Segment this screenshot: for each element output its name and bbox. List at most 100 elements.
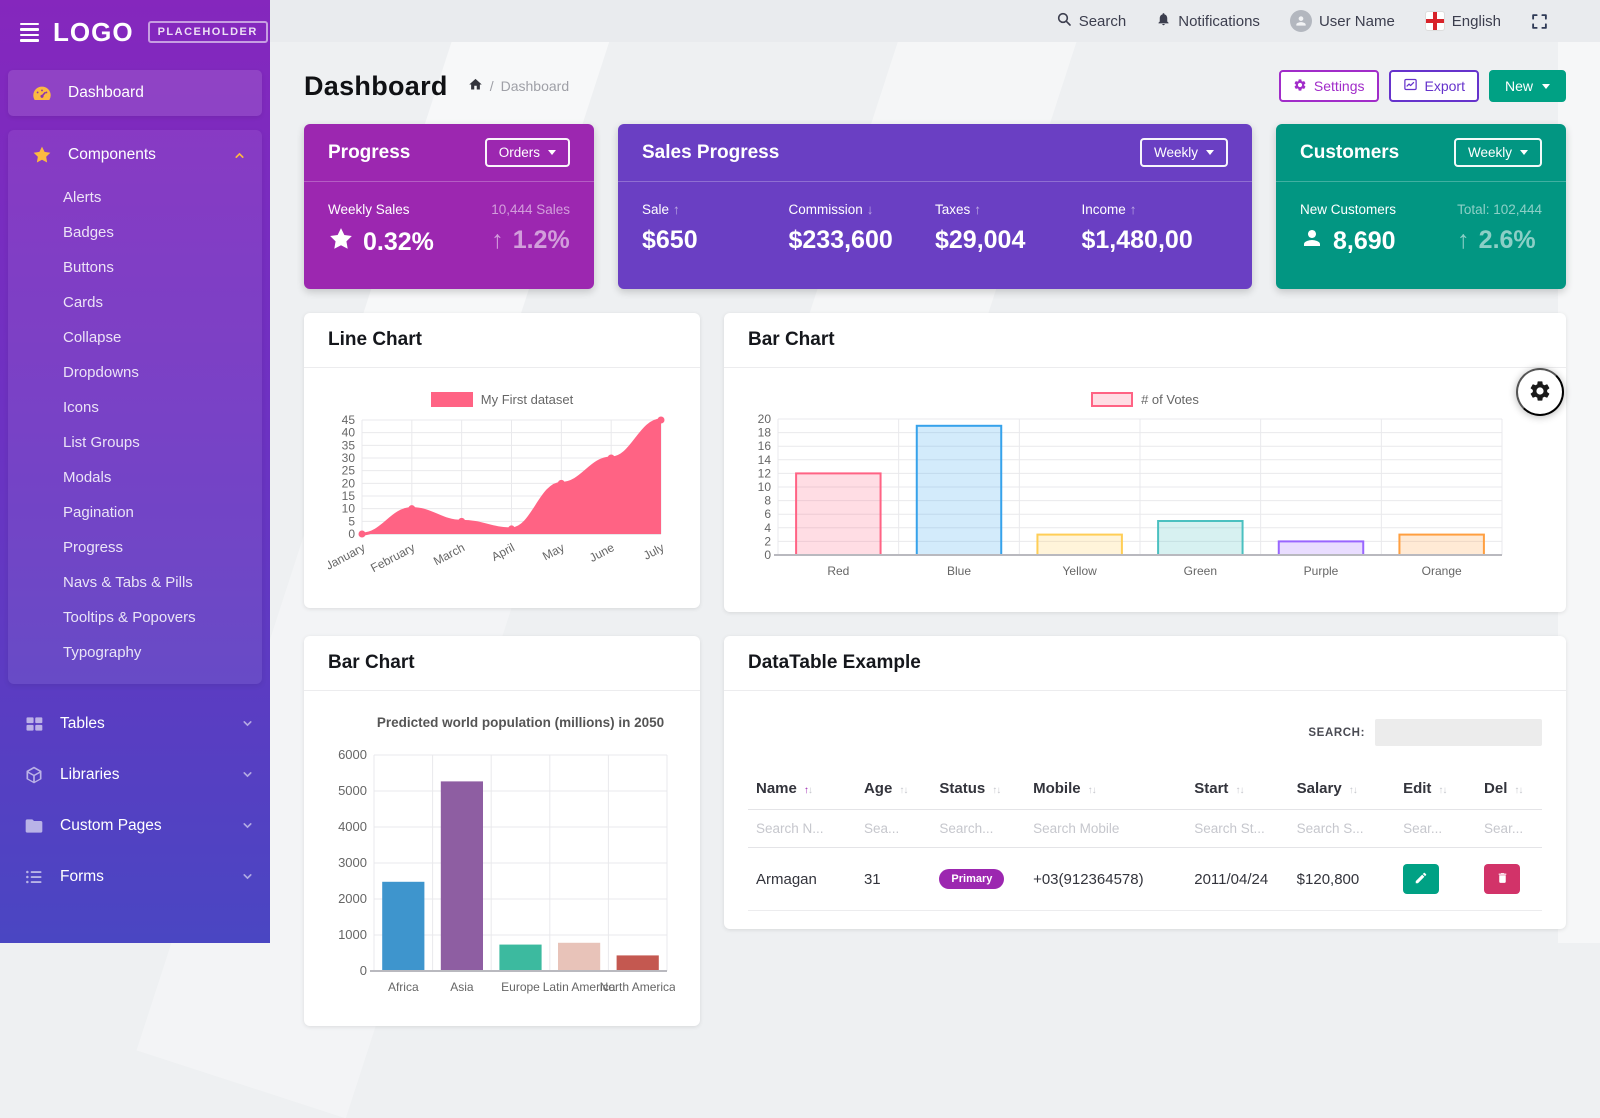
sidebar-item-collapse[interactable]: Collapse <box>63 329 122 346</box>
filter-input-del[interactable] <box>1484 821 1534 836</box>
table-row[interactable]: Armagan 31 Primary +03(912364578) 2011/0… <box>748 847 1542 911</box>
column-header-status[interactable]: Status ↑↓ <box>931 768 1026 810</box>
topbar-language-label: English <box>1451 12 1501 30</box>
sidebar-item-label: Components <box>68 146 156 163</box>
sidebar: LOGO PLACEHOLDER Dashboard Components Al… <box>0 0 270 943</box>
datatable: Name ↑↓ Age ↑↓ Status ↑↓ Mobile ↑↓ Start ↑↓ Salary… <box>748 768 1542 911</box>
svg-text:0: 0 <box>360 963 367 978</box>
head-buttons: Settings Export New <box>1278 70 1566 102</box>
column-header-del[interactable]: Del ↑↓ <box>1476 768 1542 810</box>
topbar-notifications-label: Notifications <box>1178 12 1260 30</box>
svg-text:4: 4 <box>764 521 771 535</box>
svg-text:2: 2 <box>764 534 771 548</box>
topbar-notifications[interactable]: Notifications <box>1156 11 1260 31</box>
table-search-input[interactable] <box>1375 719 1542 746</box>
filter-input-status[interactable] <box>939 821 1018 836</box>
sidebar-item-cards[interactable]: Cards <box>63 294 104 311</box>
sidebar-item-label: Forms <box>60 867 104 885</box>
svg-text:14: 14 <box>758 453 772 467</box>
svg-text:8: 8 <box>764 494 771 508</box>
edit-button[interactable] <box>1403 864 1440 894</box>
sidebar-item-badges[interactable]: Badges <box>63 224 114 241</box>
sidebar-item-tooltips-popovers[interactable]: Tooltips & Popovers <box>63 609 196 626</box>
sidebar-item-libraries[interactable]: Libraries <box>0 749 270 800</box>
svg-text:20: 20 <box>342 476 356 490</box>
column-header-start[interactable]: Start ↑↓ <box>1186 768 1289 810</box>
svg-text:July: July <box>641 540 666 562</box>
weekly-sales-value: 0.32% <box>363 228 434 256</box>
export-button[interactable]: Export <box>1388 70 1479 102</box>
england-flag-icon <box>1424 11 1445 31</box>
table-header-row: Name ↑↓ Age ↑↓ Status ↑↓ Mobile ↑↓ Start ↑↓ Salary… <box>748 768 1542 810</box>
svg-text:0: 0 <box>348 527 355 541</box>
new-button[interactable]: New <box>1488 70 1566 102</box>
filter-input-edit[interactable] <box>1403 821 1469 836</box>
components-submenu-list: Alerts Badges Buttons Cards Collapse Dropdown… <box>8 180 262 670</box>
orders-dropdown[interactable]: Orders <box>484 138 570 167</box>
sidebar-item-buttons[interactable]: Buttons <box>63 259 114 276</box>
column-header-edit[interactable]: Edit ↑↓ <box>1395 768 1477 810</box>
floating-settings-button[interactable] <box>1516 368 1564 416</box>
arrow-up-icon: ↑ <box>1457 226 1470 254</box>
topbar-language[interactable]: English <box>1424 11 1501 31</box>
svg-text:5: 5 <box>348 514 355 528</box>
sidebar-item-forms[interactable]: Forms <box>0 851 270 902</box>
settings-button[interactable]: Settings <box>1278 70 1379 102</box>
sidebar-item-typography[interactable]: Typography <box>63 644 142 661</box>
sidebar-item-custom-pages[interactable]: Custom Pages <box>0 800 270 851</box>
arrow-up-icon: ↑ <box>673 202 680 217</box>
filter-input-salary[interactable] <box>1296 821 1388 836</box>
sales-metric-sale: Sale ↑ $650 <box>642 202 698 254</box>
column-header-mobile[interactable]: Mobile ↑↓ <box>1025 768 1187 810</box>
column-header-age[interactable]: Age ↑↓ <box>855 768 932 810</box>
sidebar-item-components[interactable]: Components <box>8 130 262 180</box>
svg-text:January: January <box>328 540 367 572</box>
star-icon <box>30 145 54 165</box>
logo[interactable]: LOGO <box>53 16 134 47</box>
fullscreen-icon[interactable] <box>1531 13 1548 30</box>
sidebar-item-tables[interactable]: Tables <box>0 698 270 749</box>
legend-swatch <box>430 392 473 407</box>
sales-weekly-dropdown[interactable]: Weekly <box>1139 138 1228 167</box>
svg-text:40: 40 <box>342 426 356 440</box>
svg-text:1000: 1000 <box>338 927 367 942</box>
column-header-name[interactable]: Name ↑↓ <box>748 768 856 810</box>
sidebar-item-icons[interactable]: Icons <box>63 399 99 416</box>
sidebar-item-label: Dashboard <box>68 84 144 101</box>
sidebar-item-navs-tabs-pills[interactable]: Navs & Tabs & Pills <box>63 574 193 591</box>
filter-input-name[interactable] <box>756 821 848 836</box>
topbar-search[interactable]: Search <box>1056 11 1126 31</box>
svg-text:10: 10 <box>342 502 356 516</box>
main-content: Dashboard / Dashboard Settings Export <box>270 42 1600 1026</box>
svg-text:3000: 3000 <box>338 855 367 870</box>
column-header-salary[interactable]: Salary ↑↓ <box>1288 768 1396 810</box>
sidebar-item-dashboard[interactable]: Dashboard <box>8 70 262 116</box>
svg-text:April: April <box>489 540 517 564</box>
customers-card-title: Customers <box>1300 141 1400 163</box>
filter-input-age[interactable] <box>863 821 924 836</box>
sidebar-item-label: Tables <box>60 714 105 732</box>
filter-input-start[interactable] <box>1194 821 1281 836</box>
sidebar-item-modals[interactable]: Modals <box>63 469 112 486</box>
svg-text:Green: Green <box>1184 564 1217 578</box>
bar-chart2-title: Bar Chart <box>328 652 415 673</box>
sidebar-item-alerts[interactable]: Alerts <box>63 189 102 206</box>
customers-weekly-dropdown[interactable]: Weekly <box>1453 138 1542 167</box>
sidebar-item-pagination[interactable]: Pagination <box>63 504 134 521</box>
topbar: Search Notifications User Name English <box>270 0 1600 42</box>
filter-input-mobile[interactable] <box>1033 821 1179 836</box>
svg-text:2000: 2000 <box>338 891 367 906</box>
sidebar-item-list-groups[interactable]: List Groups <box>63 434 140 451</box>
delete-button[interactable] <box>1484 864 1521 894</box>
home-icon[interactable] <box>468 77 483 95</box>
sidebar-item-dropdowns[interactable]: Dropdowns <box>63 364 139 381</box>
svg-text:Predicted world population (mi: Predicted world population (millions) in… <box>377 715 664 730</box>
cell-start: 2011/04/24 <box>1186 847 1289 911</box>
svg-text:Blue: Blue <box>947 564 971 578</box>
menu-toggle-icon[interactable] <box>20 22 39 42</box>
avatar <box>1289 10 1312 32</box>
topbar-user[interactable]: User Name <box>1289 10 1395 32</box>
svg-text:6: 6 <box>764 507 771 521</box>
sidebar-item-progress[interactable]: Progress <box>63 539 124 556</box>
svg-text:15: 15 <box>342 489 356 503</box>
